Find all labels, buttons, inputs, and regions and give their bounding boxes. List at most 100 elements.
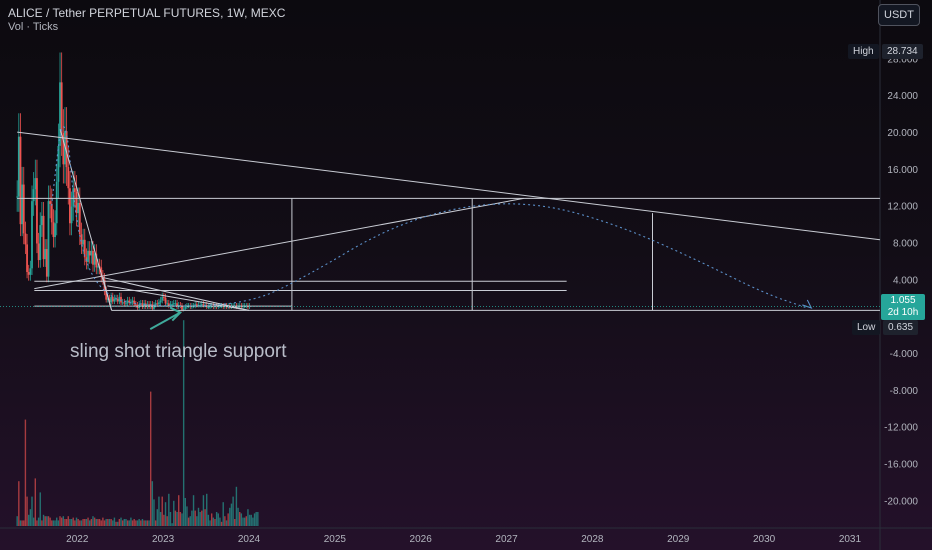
volume-bar (87, 517, 89, 526)
candle-body (44, 249, 47, 260)
high-label: High (848, 44, 879, 59)
candle-body (16, 196, 19, 198)
volume-bar (41, 520, 43, 526)
volume-bar (174, 510, 177, 526)
candle-body (77, 202, 80, 214)
candle-body (27, 272, 30, 275)
candle-body (62, 132, 65, 165)
candle-body (200, 304, 203, 306)
x-tick-label: 2026 (410, 534, 433, 545)
candle-body (181, 306, 183, 310)
volume-bar (146, 520, 149, 526)
candle-body (88, 250, 91, 256)
y-tick-label: -12.000 (884, 423, 918, 434)
volume-bar (125, 519, 127, 526)
candle-body (182, 308, 185, 310)
volume-bar (222, 502, 224, 526)
volume-bar (138, 519, 140, 526)
candle-body (121, 302, 124, 304)
candle-body (60, 82, 63, 133)
volume-bar (21, 520, 23, 526)
candle-body (128, 300, 131, 303)
candle-body (162, 296, 165, 298)
candle-body (134, 304, 137, 306)
x-tick-label: 2030 (753, 534, 776, 545)
volume-bar (75, 517, 78, 526)
x-tick-label: 2031 (839, 534, 862, 545)
currency-button[interactable]: USDT (878, 4, 920, 26)
candle-body (106, 298, 109, 300)
volume-bar (229, 507, 231, 526)
volume-bar (100, 520, 102, 526)
candle-body (32, 189, 35, 202)
y-tick-label: -8.000 (890, 386, 919, 397)
candle-body (161, 296, 164, 301)
candle-body (36, 178, 38, 244)
volume-bar (224, 516, 226, 526)
candle-body (100, 267, 103, 277)
candle-body (156, 303, 159, 305)
volume-bar (79, 520, 81, 526)
volume-bar (112, 520, 114, 526)
x-tick-label: 2023 (152, 534, 175, 545)
candle-body (87, 250, 89, 262)
volume-bar (145, 520, 147, 526)
volume-bar (154, 520, 157, 526)
volume-bar (196, 516, 198, 526)
volume-bar (82, 519, 84, 526)
candle-body (171, 304, 174, 306)
candle-body (75, 191, 78, 214)
volume-bar (179, 512, 182, 526)
volume-bar (232, 496, 234, 526)
candle-body (113, 298, 116, 302)
candle-body (90, 250, 93, 256)
volume-bar (88, 520, 91, 526)
volume-bar (163, 514, 165, 526)
volume-bar (197, 507, 200, 526)
volume-bar (206, 493, 208, 526)
high-value: 28.734 (882, 44, 923, 59)
y-tick-label: 20.000 (887, 128, 918, 139)
candle-body (195, 304, 198, 306)
volume-bar (215, 512, 218, 526)
volume-bar (136, 520, 139, 526)
candle-body (78, 202, 81, 235)
volume-bar (192, 495, 195, 526)
candle-body (55, 181, 58, 224)
candle-body (110, 296, 113, 303)
y-tick-label: -20.000 (884, 496, 918, 507)
candle-body (194, 304, 197, 307)
candle-body (37, 243, 40, 261)
volume-bar (107, 519, 109, 526)
volume-bar (135, 520, 137, 526)
candle-body (159, 300, 162, 303)
candle-body (21, 184, 24, 225)
volume-bar (168, 493, 170, 526)
candle-body (40, 215, 43, 226)
volume-bar (103, 520, 106, 526)
candle-body (67, 167, 70, 189)
trendline (59, 129, 113, 311)
volume-bar (237, 507, 239, 526)
volume-bar (191, 510, 193, 526)
volume-bar (121, 520, 124, 526)
volume-bar (69, 519, 71, 526)
candle-body (141, 303, 144, 308)
volume-bar (105, 519, 107, 526)
chart-title: ALICE / Tether PERPETUAL FUTURES, 1W, ME… (8, 6, 286, 20)
candle-body (105, 291, 108, 300)
volume-bar (117, 521, 119, 526)
volume-bar (181, 513, 183, 526)
candle-body (133, 300, 136, 305)
volume-bar (239, 512, 241, 526)
low-label: Low (852, 320, 881, 335)
volume-bar (102, 517, 104, 526)
volume-bar (84, 519, 86, 526)
y-tick-label: 12.000 (887, 202, 918, 213)
volume-bar (140, 520, 142, 526)
candle-body (131, 300, 134, 303)
volume-bar (204, 509, 206, 526)
y-tick-label: -16.000 (884, 460, 918, 471)
volume-bar (31, 496, 33, 526)
